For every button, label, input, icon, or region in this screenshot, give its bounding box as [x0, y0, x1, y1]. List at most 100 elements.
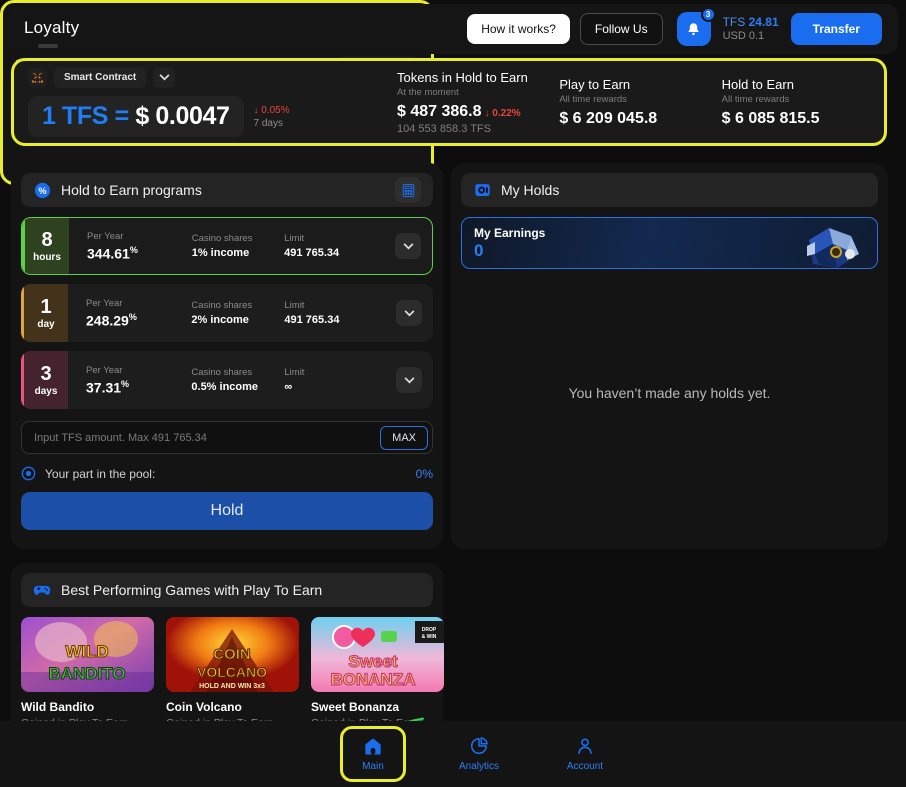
field-value: 0.5% income [191, 381, 259, 393]
field-value: 2% income [191, 314, 249, 326]
program-duration-badge: 1 day [21, 284, 68, 342]
nav-item-main[interactable]: Main [340, 726, 406, 782]
stat-sub: All time rewards [559, 93, 627, 105]
chevron-down-icon[interactable] [153, 67, 176, 88]
stat-title: Hold to Earn [721, 76, 794, 92]
program-duration-badge: 3 days [21, 351, 68, 409]
target-icon [21, 466, 36, 481]
svg-text:WILD: WILD [65, 642, 108, 661]
field-value: 491 765.34 [284, 314, 340, 326]
field-value: ∞ [284, 381, 293, 393]
program-row[interactable]: 8 hours Per Year 344.61% Casino shares 1… [21, 217, 433, 275]
percent-sup: % [129, 244, 138, 255]
svg-text:DROP: DROP [422, 627, 437, 633]
field-label: Per Year [87, 230, 124, 242]
field-label: Casino shares [191, 300, 253, 311]
limit-field: Limit 491 765.34 [284, 233, 376, 259]
rate-row: 1 TFS = $ 0.0047 ↓ 0.05% 7 days [28, 96, 383, 137]
stat-title: Play to Earn [559, 76, 631, 92]
field-label: Casino shares [191, 367, 253, 378]
game-card[interactable]: COIN VOLCANO HOLD AND WIN 3x3 Coin Volca… [166, 617, 299, 745]
stat-card-tokens: Tokens in Hold to Earn At the moment $ 4… [383, 70, 545, 135]
panel-title: My Holds [501, 182, 560, 198]
duration-number: 3 [40, 362, 52, 385]
field-label: Per Year [86, 297, 123, 309]
rate-column: Smart Contract 1 TFS = $ 0.0047 ↓ 0.05% … [28, 67, 383, 137]
games-grid: WILD BANDITO Wild Bandito Gained in Play… [21, 617, 444, 745]
rate-value: $ 0.0047 [135, 102, 230, 130]
earnings-value: 0 [474, 241, 484, 260]
percent-sup: % [121, 378, 130, 389]
program-row[interactable]: 1 day Per Year 248.29% Casino shares 2% … [21, 284, 433, 342]
nav-label: Account [566, 761, 604, 772]
game-name: Coin Volcano [166, 700, 242, 714]
home-icon [365, 738, 381, 755]
pool-share-row: Your part in the pool: 0% [21, 466, 433, 481]
duration-number: 8 [41, 228, 53, 251]
user-icon [578, 738, 592, 755]
per-year-field: Per Year 344.61% [87, 231, 192, 262]
chevron-down-icon[interactable] [395, 233, 421, 259]
program-row[interactable]: 3 days Per Year 37.31% Casino shares 0.5… [21, 351, 433, 409]
field-value: 37.31% [86, 379, 191, 396]
empty-holds-message: You haven’t made any holds yet. [568, 385, 771, 401]
svg-text:%: % [38, 185, 47, 195]
hold-to-earn-panel: % Hold to Earn programs 8 hours [11, 163, 443, 549]
duration-number: 1 [40, 295, 52, 318]
stat-card-hold-to-earn: Hold to Earn All time rewards $ 6 085 81… [708, 77, 870, 128]
pool-label: Your part in the pool: [45, 466, 156, 481]
how-it-works-button[interactable]: How it works? [467, 14, 570, 44]
my-earnings-card[interactable]: My Earnings 0 [461, 217, 878, 269]
transfer-button[interactable]: Transfer [790, 13, 882, 45]
gamepad-icon [33, 581, 51, 599]
panel-title: Best Performing Games with Play To Earn [61, 582, 323, 598]
contract-selector[interactable]: Smart Contract [28, 67, 383, 88]
stat-value: $ 6 085 815.5 [721, 109, 820, 127]
stat-sub2: 104 553 858.3 TFS [397, 122, 491, 135]
chevron-down-icon[interactable] [396, 300, 422, 326]
chevron-down-icon[interactable] [396, 367, 422, 393]
calculator-icon[interactable] [395, 177, 421, 203]
svg-text:VOLCANO: VOLCANO [197, 664, 267, 680]
field-label: Limit [284, 367, 305, 378]
wild-bandito-thumb[interactable]: WILD BANDITO [21, 617, 154, 692]
program-fields: Per Year 344.61% Casino shares 1% income… [69, 218, 395, 274]
game-name: Sweet Bonanza [311, 700, 400, 714]
per-year-field: Per Year 37.31% [86, 365, 191, 396]
rate-change: ↓ 0.05% [253, 104, 290, 116]
hold-button[interactable]: Hold [21, 492, 433, 530]
metamask-fox-icon [28, 68, 47, 87]
program-duration-badge: 8 hours [22, 218, 69, 274]
tfs-amount-input[interactable] [34, 431, 381, 444]
notifications[interactable]: 3 [676, 7, 716, 46]
field-label: Per Year [86, 364, 123, 376]
bottom-navigation: Main Analytics Account [0, 721, 906, 787]
nav-item-analytics[interactable]: Analytics [446, 729, 512, 779]
panel-title: Hold to Earn programs [61, 182, 202, 198]
follow-us-button[interactable]: Follow Us [579, 13, 663, 45]
percent-sup: % [128, 311, 137, 322]
balance-tfs-label: TFS [722, 14, 746, 29]
nav-label: Analytics [458, 761, 499, 772]
rate-prefix: 1 TFS [42, 102, 109, 130]
stat-change: ↓ 0.22% [484, 107, 521, 119]
top-bar: Loyalty How it works? Follow Us 3 TFS 24… [8, 4, 898, 54]
game-name: Wild Bandito [21, 700, 95, 714]
stat-card-play-to-earn: Play to Earn All time rewards $ 6 209 04… [545, 77, 707, 128]
field-value: 344.61% [87, 245, 192, 262]
coin-volcano-thumb[interactable]: COIN VOLCANO HOLD AND WIN 3x3 [166, 617, 299, 692]
svg-text:HOLD AND WIN 3x3: HOLD AND WIN 3x3 [199, 683, 265, 690]
max-button[interactable]: MAX [380, 425, 428, 450]
game-card[interactable]: DROP & WIN Sweet BONANZA Sweet Bonanza G… [311, 617, 444, 745]
balance-tfs-value: 24.81 [748, 14, 779, 29]
stat-value: $ 487 386.8 ↓ 0.22% [397, 103, 545, 121]
svg-text:& WIN: & WIN [422, 634, 437, 640]
brand-label: Loyalty [24, 18, 80, 37]
field-label: Limit [284, 233, 305, 244]
nav-item-account[interactable]: Account [552, 729, 618, 779]
contract-label[interactable]: Smart Contract [54, 67, 147, 88]
game-card[interactable]: WILD BANDITO Wild Bandito Gained in Play… [21, 617, 154, 745]
my-holds-panel: My Holds My Earnings 0 You haven’t made … [451, 163, 888, 549]
sweet-bonanza-thumb[interactable]: DROP & WIN Sweet BONANZA [311, 617, 444, 692]
